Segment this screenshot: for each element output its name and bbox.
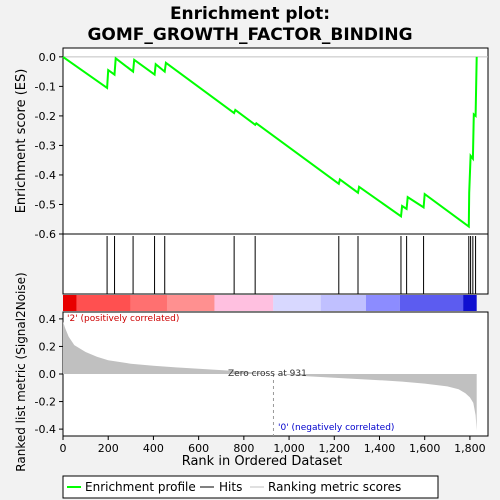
x-tick-label: 1,600 [409, 442, 441, 455]
heat-band [63, 295, 77, 311]
metric-y-label: Ranked list metric (Signal2Noise) [14, 272, 28, 471]
metric-y-tick-label: 0.0 [39, 368, 57, 381]
enrichment-profile-line [62, 56, 478, 229]
heat-band [365, 295, 400, 311]
x-tick-label: 1,200 [319, 442, 351, 455]
x-tick-label: 200 [98, 442, 119, 455]
x-tick-label: 400 [143, 442, 164, 455]
es-y-tick-label: -0.2 [35, 110, 56, 123]
chart-title-line1: Enrichment plot: [170, 4, 330, 24]
rank-heat-bar [63, 295, 477, 311]
chart-title-line2: GOMF_GROWTH_FACTOR_BINDING [87, 25, 412, 45]
es-y-tick-label: 0.0 [39, 51, 57, 64]
metric-y-tick-label: -0.4 [35, 423, 56, 436]
ranking-metric-area [63, 321, 477, 431]
es-y-tick-label: -0.6 [35, 228, 56, 241]
heat-band [76, 295, 131, 311]
heat-band [399, 295, 464, 311]
metric-y-tick-label: 0.4 [39, 313, 57, 326]
x-tick-label: 0 [60, 442, 67, 455]
x-tick-label: 1,800 [454, 442, 486, 455]
heat-band [166, 295, 215, 311]
hits-group [106, 236, 477, 294]
legend-label-hits: Hits [219, 480, 242, 494]
heat-band [463, 295, 477, 311]
x-tick-label: 1,400 [364, 442, 396, 455]
negative-correlated-label: '0' (negatively correlated) [278, 423, 394, 433]
es-y-tick-label: -0.4 [35, 169, 56, 182]
es-y-axis: 0.0 -0.1 -0.2 -0.3 -0.4 -0.5 -0.6 [35, 51, 63, 241]
x-tick-label: 1,000 [273, 442, 305, 455]
es-y-label: Enrichment score (ES) [14, 69, 29, 214]
metric-y-tick-label: 0.2 [39, 340, 57, 353]
heat-band [214, 295, 274, 311]
metric-y-axis: 0.4 0.2 0.0 -0.2 -0.4 [35, 313, 63, 436]
heat-band [130, 295, 167, 311]
es-y-tick-label: -0.5 [35, 198, 56, 211]
es-y-tick-label: -0.1 [35, 80, 56, 93]
hits-panel [62, 233, 489, 295]
metric-y-tick-label: -0.2 [35, 396, 56, 409]
x-tick-label: 800 [233, 442, 254, 455]
es-y-tick-label: -0.3 [35, 139, 56, 152]
legend-label-metric: Ranking metric scores [268, 480, 401, 494]
zero-cross-label: Zero cross at 931 [228, 369, 307, 379]
x-axis-label: Rank in Ordered Dataset [182, 454, 343, 469]
heat-band [320, 295, 366, 311]
legend-label-profile: Enrichment profile [85, 480, 196, 494]
x-tick-label: 600 [188, 442, 209, 455]
positive-correlated-label: '2' (positively correlated) [67, 314, 179, 324]
heat-band [273, 295, 321, 311]
x-axis: 0 200 400 600 800 1,000 1,200 1,400 1,600 1,800 [60, 436, 486, 455]
